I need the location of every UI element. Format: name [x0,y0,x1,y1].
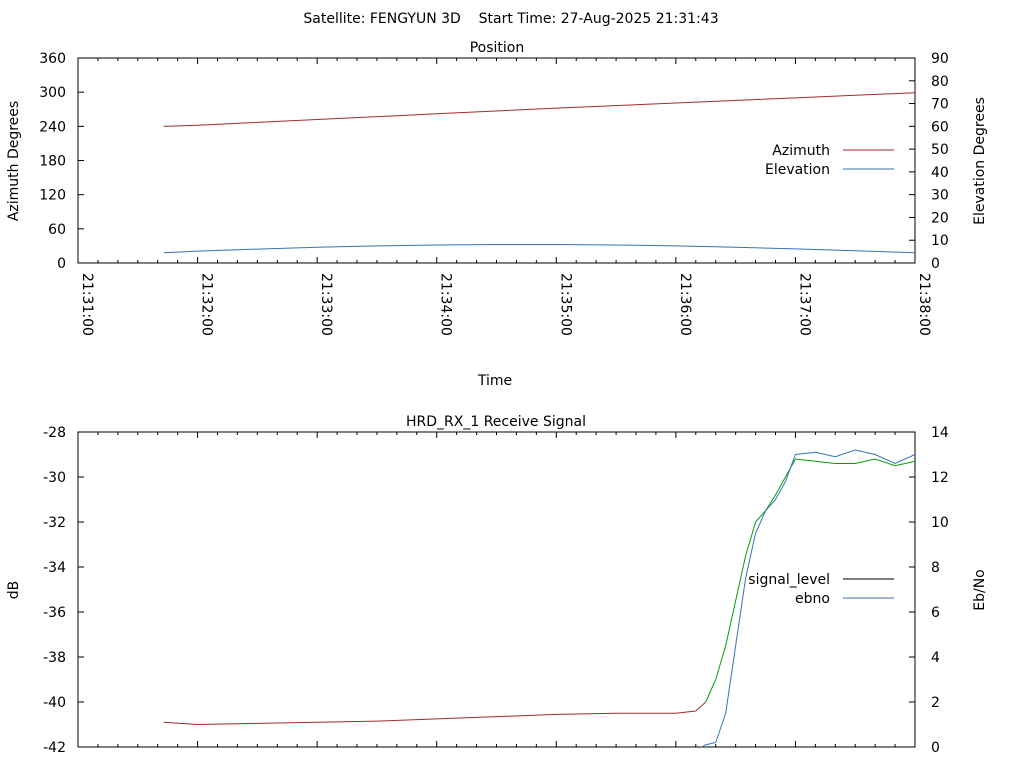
legend-label: signal_level [748,572,830,588]
series-line-Elevation [163,244,916,254]
position-x-axis-label: Time [477,373,512,389]
series-line-signal_level-low [163,701,707,726]
y2-tick-label: 12 [931,470,949,486]
x-tick-label: 21:35:00 [557,273,573,336]
position-chart: Position Azimuth Degrees Elevation Degre… [6,40,988,389]
series-line-signal_level-high [705,458,916,703]
y-tick-label: -38 [43,650,66,666]
y2-tick-label: 10 [931,515,949,531]
y2-tick-label: 50 [931,142,949,158]
signal-y2-axis-label: Eb/No [972,569,988,611]
y2-tick-label: 80 [931,74,949,90]
y-tick-label: 60 [48,222,66,238]
signal-chart-title: HRD_RX_1 Receive Signal [406,414,586,430]
y2-tick-label: 0 [931,256,940,272]
y2-tick-label: 90 [931,51,949,67]
y-tick-label: -42 [43,740,66,756]
x-tick-label: 21:31:00 [79,273,95,336]
position-y-axis-label: Azimuth Degrees [6,101,22,221]
y2-tick-label: 8 [931,560,940,576]
y2-tick-label: 20 [931,210,949,226]
y2-tick-label: 2 [931,695,940,711]
y-tick-label: 180 [39,154,66,170]
y-tick-label: -34 [43,560,66,576]
x-tick-label: 21:34:00 [438,273,454,336]
plot-frame [77,431,916,748]
y-tick-label: 0 [57,256,66,272]
y-tick-label: 120 [39,188,66,204]
y2-tick-label: 4 [931,650,940,666]
legend-label: ebno [795,591,830,607]
position-y2-axis-label: Elevation Degrees [972,97,988,225]
series-line-ebno [701,449,916,748]
x-tick-label: 21:32:00 [199,273,215,336]
y2-tick-label: 40 [931,165,949,181]
y2-tick-label: 60 [931,119,949,135]
header-title: Satellite: FENGYUN 3D Start Time: 27-Aug… [303,11,718,27]
y2-tick-label: 30 [931,188,949,204]
y-tick-label: 360 [39,51,66,67]
y2-tick-label: 10 [931,233,949,249]
position-chart-title: Position [470,40,525,56]
y-tick-label: 300 [39,85,66,101]
series-line-Azimuth [163,92,916,127]
legend-label: Elevation [765,162,830,178]
plot-frame [77,57,916,264]
y-tick-label: 240 [39,119,66,135]
legend-label: Azimuth [772,143,830,159]
x-tick-label: 21:33:00 [318,273,334,336]
y2-tick-label: 14 [931,425,949,441]
y-tick-label: -30 [43,470,66,486]
signal-y-axis-label: dB [6,581,22,600]
x-tick-label: 21:38:00 [916,273,932,336]
y2-tick-label: 6 [931,605,940,621]
y-tick-label: -36 [43,605,66,621]
y-tick-label: -32 [43,515,66,531]
y2-tick-label: 70 [931,97,949,113]
y-tick-label: -28 [43,425,66,441]
x-tick-label: 21:37:00 [796,273,812,336]
y-tick-label: -40 [43,695,66,711]
signal-chart: HRD_RX_1 Receive Signal dB Eb/No -28 -30 -… [6,414,988,756]
y2-tick-label: 0 [931,740,940,756]
x-tick-label: 21:36:00 [677,273,693,336]
